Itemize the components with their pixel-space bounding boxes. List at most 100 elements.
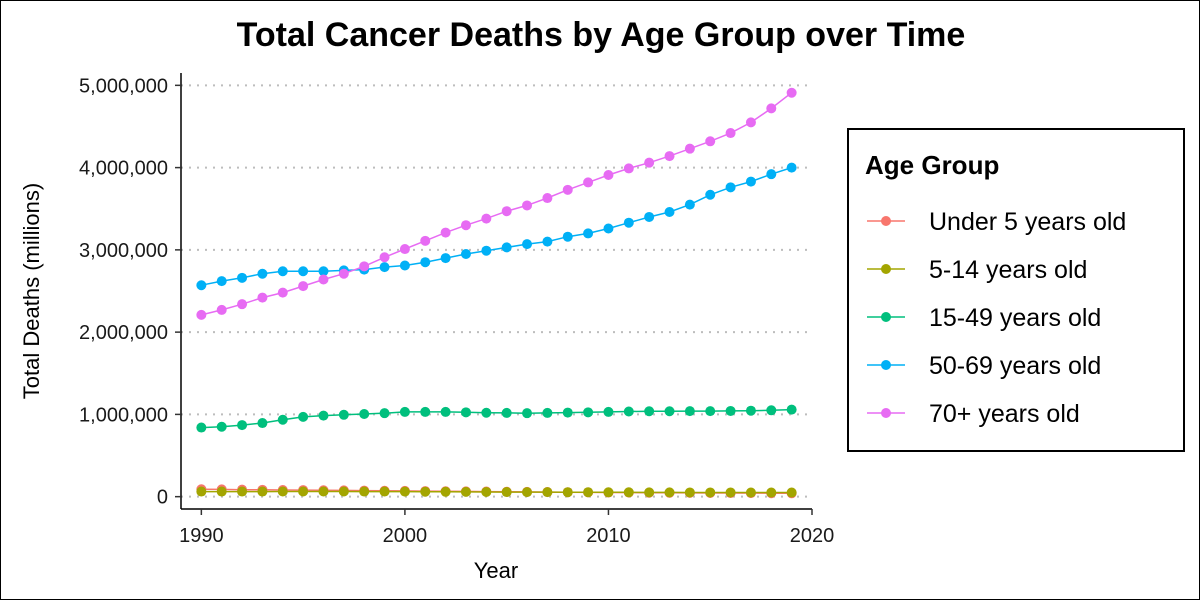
data-point: [196, 422, 207, 433]
data-point: [725, 128, 736, 139]
data-point: [522, 408, 533, 419]
data-point: [725, 405, 736, 416]
data-point: [359, 408, 370, 419]
data-point: [684, 406, 695, 417]
data-point: [460, 248, 471, 259]
data-point: [745, 405, 756, 416]
data-point: [542, 407, 553, 418]
y-tick-label: 3,000,000: [79, 240, 168, 262]
data-point: [562, 487, 573, 498]
legend-item: 5-14 years old: [867, 256, 1087, 284]
series-line: [201, 408, 792, 429]
data-point: [440, 253, 451, 264]
data-point: [644, 487, 655, 498]
legend-label: Under 5 years old: [929, 208, 1126, 236]
legend: Age Group Under 5 years old 5-14 years ol…: [847, 128, 1185, 452]
data-point: [745, 176, 756, 187]
data-point: [603, 170, 614, 181]
grid-lines: [181, 84, 812, 498]
legend-key-point: [881, 312, 891, 322]
series-layer: [196, 87, 797, 499]
data-point: [623, 217, 634, 228]
data-point: [216, 486, 227, 497]
data-point: [583, 228, 594, 239]
series: [196, 486, 797, 498]
y-axis-ticks: 0 1,000,000 2,000,000 3,000,000 4,000,000 5,0…: [79, 75, 181, 509]
chart-title: Total Cancer Deaths by Age Group over Ti…: [237, 16, 966, 54]
data-point: [725, 487, 736, 498]
data-point: [501, 242, 512, 253]
series-line: [201, 92, 793, 316]
data-point: [277, 287, 288, 298]
data-point: [318, 274, 329, 285]
data-point: [664, 487, 675, 498]
data-point: [501, 206, 512, 217]
data-point: [705, 136, 716, 147]
data-point: [583, 177, 594, 188]
data-point: [440, 406, 451, 417]
data-point: [298, 411, 309, 422]
data-point: [420, 486, 431, 497]
data-point: [277, 486, 288, 497]
legend-key-point: [881, 360, 891, 370]
data-point: [440, 486, 451, 497]
data-point: [420, 406, 431, 417]
data-point: [460, 407, 471, 418]
y-tick-label: 0: [157, 487, 168, 509]
legend-items: Under 5 years old 5-14 years old 15-49 yea…: [867, 208, 1126, 428]
data-point: [766, 405, 777, 416]
y-axis-label: Total Deaths (millions): [19, 183, 44, 399]
legend-item: 15-49 years old: [867, 304, 1101, 332]
data-point: [338, 268, 349, 279]
data-point: [257, 418, 268, 429]
series-line: [201, 166, 792, 286]
data-point: [644, 211, 655, 222]
data-point: [196, 309, 207, 320]
data-point: [562, 184, 573, 195]
data-point: [237, 272, 248, 283]
data-point: [603, 223, 614, 234]
data-point: [501, 407, 512, 418]
data-point: [664, 151, 675, 162]
data-point: [460, 486, 471, 497]
legend-title: Age Group: [865, 150, 999, 180]
data-point: [623, 406, 634, 417]
series: [196, 404, 797, 433]
data-point: [481, 407, 492, 418]
data-point: [603, 487, 614, 498]
data-point: [644, 157, 655, 168]
y-tick-label: 1,000,000: [79, 404, 168, 426]
data-point: [216, 304, 227, 315]
data-point: [684, 143, 695, 154]
legend-key-point: [881, 408, 891, 418]
data-point: [644, 406, 655, 417]
legend-label: 15-49 years old: [929, 304, 1101, 332]
data-point: [420, 235, 431, 246]
data-point: [257, 268, 268, 279]
y-tick-label: 5,000,000: [79, 75, 168, 97]
data-point: [745, 487, 756, 498]
data-point: [237, 299, 248, 310]
data-point: [257, 486, 268, 497]
data-point: [705, 406, 716, 417]
data-point: [318, 486, 329, 497]
data-point: [766, 487, 777, 498]
x-axis-ticks: 1990 2000 2010 2020: [179, 509, 834, 547]
data-point: [298, 486, 309, 497]
data-point: [786, 162, 797, 173]
series: [196, 162, 797, 291]
data-point: [542, 236, 553, 247]
data-point: [786, 487, 797, 498]
y-tick-label: 4,000,000: [79, 158, 168, 180]
data-point: [522, 200, 533, 211]
legend-key-point: [881, 216, 891, 226]
data-point: [237, 420, 248, 431]
data-point: [481, 245, 492, 256]
data-point: [338, 409, 349, 420]
data-point: [379, 486, 390, 497]
data-point: [623, 163, 634, 174]
data-point: [542, 487, 553, 498]
x-tick-label: 1990: [179, 525, 224, 547]
data-point: [379, 408, 390, 419]
